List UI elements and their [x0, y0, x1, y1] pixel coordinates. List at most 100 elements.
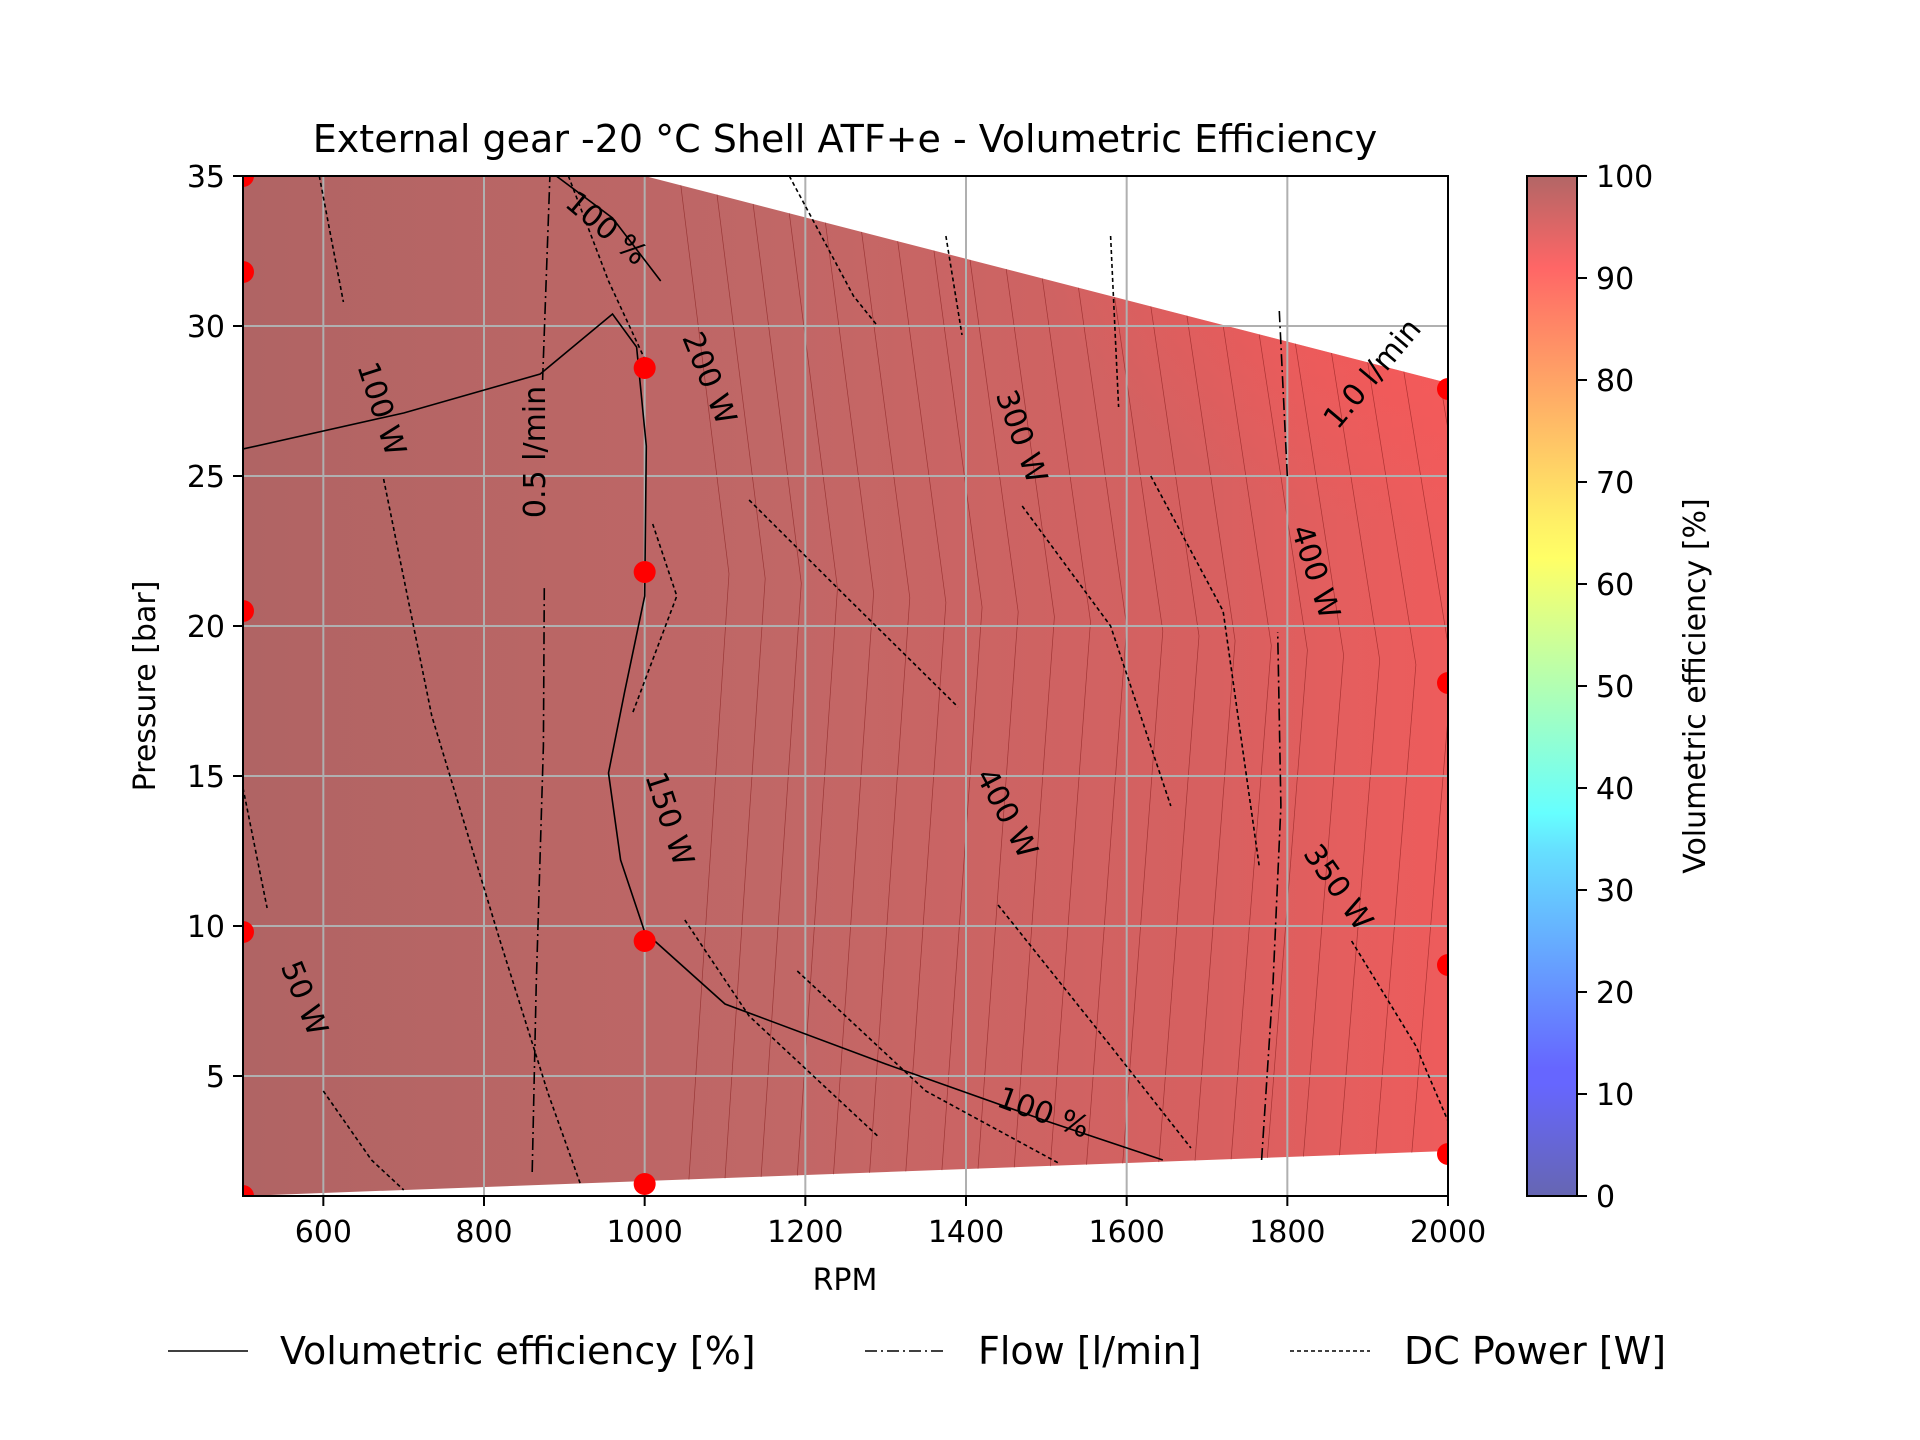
measurement-point [243, 261, 254, 283]
measurement-point [243, 921, 254, 943]
fill-level-line [897, 241, 947, 1172]
measurement-point [633, 561, 656, 583]
fill-level-line [716, 194, 766, 1179]
power-contour-line [945, 235, 963, 336]
x-tick-label: 1000 [606, 1215, 682, 1250]
colorbar-tick-label: 30 [1596, 874, 1634, 909]
power-contour-line [796, 970, 1059, 1164]
colorbar-tick-label: 50 [1596, 670, 1634, 705]
flow-contour-line [1278, 310, 1289, 477]
x-tick-label: 1400 [928, 1215, 1004, 1250]
power-contour-line [788, 176, 879, 327]
contour-field [243, 176, 1448, 1196]
flow-contours [531, 176, 1289, 1173]
y-tick-label: 5 [206, 1060, 225, 1095]
power-contour-line [567, 176, 646, 360]
legend: Volumetric efficiency [%] Flow [l/min] D… [168, 1329, 1666, 1373]
colorbar-tick-label: 100 [1596, 160, 1653, 195]
fill-level-line [1041, 278, 1091, 1167]
chart-title: External gear -20 °C Shell ATF+e - Volum… [313, 117, 1377, 161]
y-tick-label: 15 [187, 760, 225, 795]
y-tick-label: 35 [187, 160, 225, 195]
y-axis-label: Pressure [bar] [128, 581, 163, 792]
flow-contour-line [541, 176, 551, 381]
power-contour-line [322, 1090, 405, 1191]
measurement-point [633, 930, 656, 952]
measurement-point [633, 1173, 656, 1195]
measurement-point [243, 1185, 254, 1196]
colorbar: 0 10 20 30 40 50 60 70 80 90 100 Volumetric effici… [1526, 160, 1713, 1215]
y-axis-ticks: 5 10 15 20 25 30 35 [187, 160, 243, 1095]
fill-level-line [825, 222, 874, 1175]
fill-level-line [1114, 297, 1164, 1164]
colorbar-tick-label: 10 [1596, 1078, 1634, 1113]
power-contour-line [684, 919, 879, 1137]
fill-level-line [1367, 362, 1417, 1155]
power-contour-line [1350, 940, 1448, 1122]
fill-level-line [1258, 334, 1308, 1159]
fill-level-line [1331, 352, 1381, 1156]
power-contour-line [1150, 475, 1260, 867]
fill-level-line [1295, 343, 1344, 1157]
fill-level-line [861, 231, 911, 1173]
measurement-point [1437, 378, 1448, 400]
measurement-point [1437, 1143, 1448, 1165]
measurement-point [1437, 672, 1448, 694]
fill-level-line [1222, 324, 1272, 1160]
power-contour-line [748, 499, 959, 708]
fill-level-lines [680, 185, 1448, 1180]
colorbar-tick-label: 0 [1596, 1180, 1615, 1215]
legend-label-efficiency: Volumetric efficiency [%] [280, 1329, 756, 1373]
plot-frame [242, 175, 1449, 1197]
colorbar-tick-label: 60 [1596, 568, 1634, 603]
power-contour-line [1109, 235, 1120, 408]
efficiency-contours [243, 176, 1164, 1161]
y-tick-label: 25 [187, 460, 225, 495]
colorbar-tick-label: 20 [1596, 976, 1634, 1011]
x-tick-label: 1800 [1249, 1215, 1325, 1250]
y-tick-label: 10 [187, 910, 225, 945]
y-tick-label: 20 [187, 610, 225, 645]
fill-level-line [1403, 371, 1448, 1153]
measurement-point [243, 600, 254, 622]
x-tick-label: 800 [455, 1215, 512, 1250]
fill-level-line [1005, 269, 1055, 1168]
legend-label-flow: Flow [l/min] [978, 1329, 1202, 1373]
x-tick-label: 600 [295, 1215, 352, 1250]
power-contour-line [382, 478, 582, 1185]
colorbar-fill [1527, 176, 1577, 1196]
efficiency-contour-line [243, 312, 1164, 1161]
efficiency-contour-line [555, 176, 662, 282]
measurement-point [1437, 954, 1448, 976]
power-contour-line [318, 176, 345, 303]
measurement-point [633, 357, 656, 379]
x-tick-label: 2000 [1410, 1215, 1486, 1250]
contour-label-flow-05: 0.5 l/min [518, 386, 553, 518]
fill-level-line [1186, 315, 1236, 1161]
flow-contour-line [531, 586, 546, 1173]
colorbar-tick-label: 40 [1596, 772, 1634, 807]
power-contour-line [1021, 505, 1172, 807]
fill-level-line [933, 250, 983, 1171]
x-tick-label: 1200 [767, 1215, 843, 1250]
y-tick-label: 30 [187, 310, 225, 345]
legend-label-power: DC Power [W] [1404, 1329, 1666, 1373]
measurement-points [243, 176, 1448, 1196]
power-contour-line [997, 904, 1192, 1149]
x-axis-ticks: 600 800 1000 1200 1400 1600 1800 2000 [295, 1196, 1486, 1250]
fill-level-line [969, 259, 1019, 1169]
flow-contour-line [1260, 631, 1282, 1161]
colorbar-ticks: 0 10 20 30 40 50 60 70 80 90 100 [1577, 160, 1653, 1215]
efficiency-hotspot [243, 176, 1448, 1196]
fill-level-line [680, 185, 730, 1180]
measurement-point [243, 176, 254, 187]
x-axis-label: RPM [813, 1263, 878, 1298]
power-contour-line [243, 787, 268, 909]
power-contours [243, 176, 1448, 1191]
colorbar-label: Volumetric efficiency [%] [1678, 498, 1713, 874]
fill-level-line [1150, 306, 1200, 1163]
x-tick-label: 1600 [1088, 1215, 1164, 1250]
colorbar-tick-label: 80 [1596, 364, 1634, 399]
colorbar-tick-label: 90 [1596, 262, 1634, 297]
